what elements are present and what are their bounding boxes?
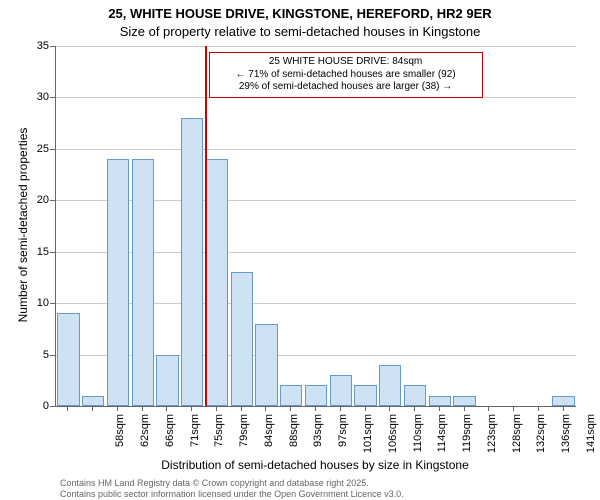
histogram-bar xyxy=(354,385,376,406)
x-tick-label: 93sqm xyxy=(312,414,324,464)
y-tick-mark xyxy=(50,406,55,407)
x-tick-mark xyxy=(513,406,514,411)
y-tick-label: 20 xyxy=(25,194,49,206)
x-tick-label: 106sqm xyxy=(387,414,399,464)
histogram-bar xyxy=(156,355,178,406)
x-tick-label: 97sqm xyxy=(337,414,349,464)
x-tick-label: 62sqm xyxy=(139,414,151,464)
x-tick-label: 110sqm xyxy=(412,414,424,464)
histogram-bar xyxy=(255,324,277,406)
plot-area xyxy=(55,46,576,407)
y-tick-label: 15 xyxy=(25,246,49,258)
gridline xyxy=(56,46,576,47)
histogram-bar xyxy=(132,159,154,406)
y-tick-mark xyxy=(50,46,55,47)
x-tick-label: 119sqm xyxy=(461,414,473,464)
x-tick-mark xyxy=(315,406,316,411)
y-tick-label: 35 xyxy=(25,40,49,52)
property-size-chart: 25, WHITE HOUSE DRIVE, KINGSTONE, HEREFO… xyxy=(0,0,600,500)
chart-title-line1: 25, WHITE HOUSE DRIVE, KINGSTONE, HEREFO… xyxy=(0,6,600,21)
histogram-bar xyxy=(57,313,79,406)
x-tick-mark xyxy=(117,406,118,411)
attribution-line2: Contains public sector information licen… xyxy=(60,489,404,500)
histogram-bar xyxy=(330,375,352,406)
x-tick-label: 79sqm xyxy=(238,414,250,464)
x-tick-mark xyxy=(166,406,167,411)
x-tick-mark xyxy=(563,406,564,411)
histogram-bar xyxy=(379,365,401,406)
y-tick-mark xyxy=(50,200,55,201)
x-tick-mark xyxy=(67,406,68,411)
attribution-line1: Contains HM Land Registry data © Crown c… xyxy=(60,478,404,489)
y-tick-mark xyxy=(50,252,55,253)
gridline xyxy=(56,97,576,98)
y-tick-mark xyxy=(50,355,55,356)
x-tick-label: 114sqm xyxy=(436,414,448,464)
y-tick-label: 25 xyxy=(25,143,49,155)
x-tick-mark xyxy=(389,406,390,411)
x-tick-mark xyxy=(241,406,242,411)
y-tick-label: 30 xyxy=(25,91,49,103)
y-tick-label: 5 xyxy=(25,349,49,361)
histogram-bar xyxy=(82,396,104,406)
histogram-bar xyxy=(231,272,253,406)
x-tick-mark xyxy=(290,406,291,411)
y-tick-mark xyxy=(50,149,55,150)
y-tick-label: 10 xyxy=(25,297,49,309)
x-tick-label: 123sqm xyxy=(486,414,498,464)
x-tick-label: 141sqm xyxy=(585,414,597,464)
x-tick-mark xyxy=(216,406,217,411)
x-tick-mark xyxy=(464,406,465,411)
x-tick-mark xyxy=(414,406,415,411)
annotation-line: ← 71% of semi-detached houses are smalle… xyxy=(216,69,476,82)
histogram-bar xyxy=(181,118,203,406)
x-tick-mark xyxy=(265,406,266,411)
annotation-line: 29% of semi-detached houses are larger (… xyxy=(216,81,476,94)
x-tick-label: 88sqm xyxy=(288,414,300,464)
histogram-bar xyxy=(206,159,228,406)
x-tick-mark xyxy=(191,406,192,411)
histogram-bar xyxy=(305,385,327,406)
reference-line xyxy=(205,46,207,406)
x-tick-mark xyxy=(365,406,366,411)
attribution-text: Contains HM Land Registry data © Crown c… xyxy=(60,478,404,500)
x-tick-label: 75sqm xyxy=(213,414,225,464)
y-tick-mark xyxy=(50,303,55,304)
x-tick-mark xyxy=(488,406,489,411)
x-tick-mark xyxy=(538,406,539,411)
x-tick-label: 101sqm xyxy=(362,414,374,464)
x-tick-label: 58sqm xyxy=(114,414,126,464)
x-tick-mark xyxy=(340,406,341,411)
x-tick-label: 84sqm xyxy=(263,414,275,464)
histogram-bar xyxy=(280,385,302,406)
x-tick-label: 128sqm xyxy=(511,414,523,464)
chart-title-line2: Size of property relative to semi-detach… xyxy=(0,24,600,39)
x-tick-label: 66sqm xyxy=(164,414,176,464)
x-tick-label: 132sqm xyxy=(535,414,547,464)
x-tick-mark xyxy=(439,406,440,411)
y-tick-label: 0 xyxy=(25,400,49,412)
histogram-bar xyxy=(404,385,426,406)
x-tick-mark xyxy=(92,406,93,411)
histogram-bar xyxy=(552,396,574,406)
y-tick-mark xyxy=(50,97,55,98)
histogram-bar xyxy=(453,396,475,406)
x-tick-label: 71sqm xyxy=(189,414,201,464)
histogram-bar xyxy=(107,159,129,406)
annotation-line: 25 WHITE HOUSE DRIVE: 84sqm xyxy=(216,56,476,69)
gridline xyxy=(56,149,576,150)
histogram-bar xyxy=(429,396,451,406)
x-tick-mark xyxy=(142,406,143,411)
annotation-box: 25 WHITE HOUSE DRIVE: 84sqm← 71% of semi… xyxy=(209,52,483,98)
x-tick-label: 136sqm xyxy=(560,414,572,464)
